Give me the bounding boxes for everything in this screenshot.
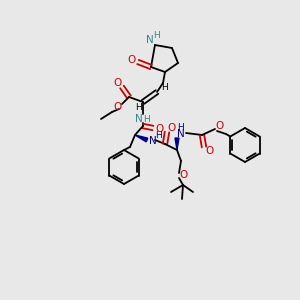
Text: O: O <box>113 102 121 112</box>
Text: N: N <box>135 114 143 124</box>
Text: H: H <box>156 131 162 140</box>
Text: H: H <box>136 103 142 112</box>
Polygon shape <box>175 138 179 150</box>
Text: N: N <box>177 129 185 139</box>
Text: O: O <box>113 78 121 88</box>
Text: O: O <box>205 146 213 156</box>
Text: O: O <box>155 124 163 134</box>
Text: O: O <box>168 123 176 133</box>
Text: N: N <box>146 35 154 45</box>
Text: N: N <box>149 136 157 146</box>
Text: O: O <box>128 55 136 65</box>
Text: H: H <box>154 32 160 40</box>
Text: O: O <box>180 170 188 180</box>
Text: H: H <box>160 83 167 92</box>
Text: H: H <box>178 124 184 133</box>
Text: O: O <box>216 121 224 131</box>
Polygon shape <box>135 135 148 142</box>
Text: H: H <box>144 115 150 124</box>
